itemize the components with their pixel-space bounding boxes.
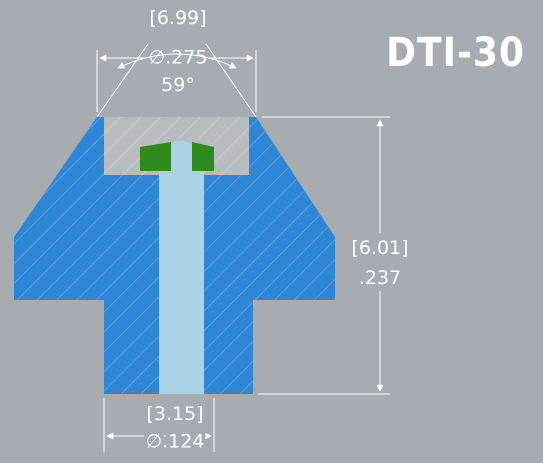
angle-leg-left	[96, 43, 149, 118]
central-bore	[159, 145, 204, 394]
top-metric-label: [6.99]	[149, 7, 206, 29]
height-imperial-label: .237	[359, 267, 401, 289]
bottom-imperial-label: ∅.124	[146, 431, 205, 453]
seal-right	[192, 142, 214, 171]
angle-leg-right	[205, 43, 257, 118]
angle-label: 59°	[161, 74, 195, 96]
top-imperial-label: ∅.275	[149, 47, 208, 69]
bottom-metric-label: [3.15]	[146, 403, 203, 425]
seal-left	[140, 142, 171, 171]
height-metric-label: [6.01]	[351, 237, 408, 259]
angle-arc	[117, 53, 237, 69]
part-title: DTI-30	[386, 30, 525, 76]
bore-tip	[170, 140, 193, 145]
height-label-bg	[348, 233, 418, 291]
